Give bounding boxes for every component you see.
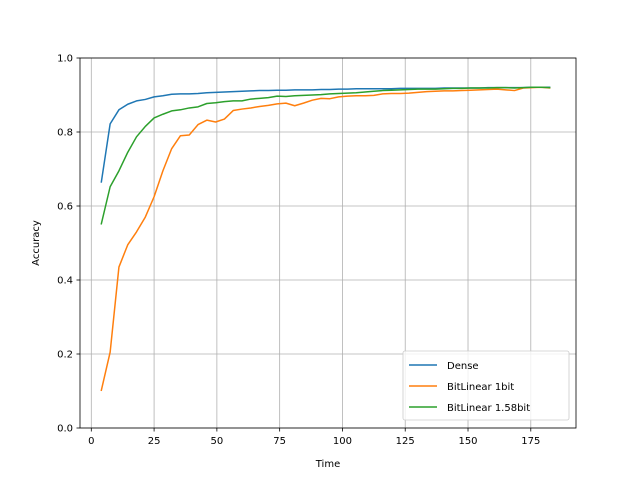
- x-tick-label: 0: [88, 436, 94, 447]
- x-tick-label: 25: [148, 436, 161, 447]
- y-tick-label: 0.2: [57, 350, 73, 361]
- x-tick-label: 100: [333, 436, 352, 447]
- x-tick-label: 150: [458, 436, 477, 447]
- x-axis-label: Time: [315, 459, 340, 470]
- y-tick-label: 1.0: [57, 54, 73, 65]
- legend: Dense BitLinear 1bit BitLinear 1.58bit: [402, 350, 570, 421]
- y-tick-label: 0.8: [57, 128, 73, 139]
- series-lines: [100, 86, 551, 392]
- axes-frame: [79, 57, 577, 429]
- x-tick-label: 50: [211, 436, 224, 447]
- legend-label-dense: Dense: [447, 361, 479, 372]
- x-tick-label: 75: [273, 436, 286, 447]
- ticks: 0 25 50 75 100 125 150 175 0.0 0.2 0.4 0.6 0.8 1.0: [57, 54, 540, 448]
- legend-box: [402, 350, 570, 421]
- legend-label-bitlinear-1-58bit: BitLinear 1.58bit: [447, 403, 530, 414]
- y-axis-label: Accuracy: [31, 220, 42, 266]
- x-tick-label: 125: [396, 436, 415, 447]
- series-line-bitlinear-1-58bit: [100, 86, 551, 225]
- series-line-bitlinear-1bit: [100, 86, 551, 392]
- y-tick-label: 0.4: [57, 276, 73, 287]
- x-tick-label: 175: [521, 436, 540, 447]
- axes-border: [79, 57, 577, 429]
- legend-label-bitlinear-1bit: BitLinear 1bit: [447, 382, 514, 393]
- y-tick-label: 0.6: [57, 202, 73, 213]
- y-tick-label: 0.0: [57, 424, 73, 435]
